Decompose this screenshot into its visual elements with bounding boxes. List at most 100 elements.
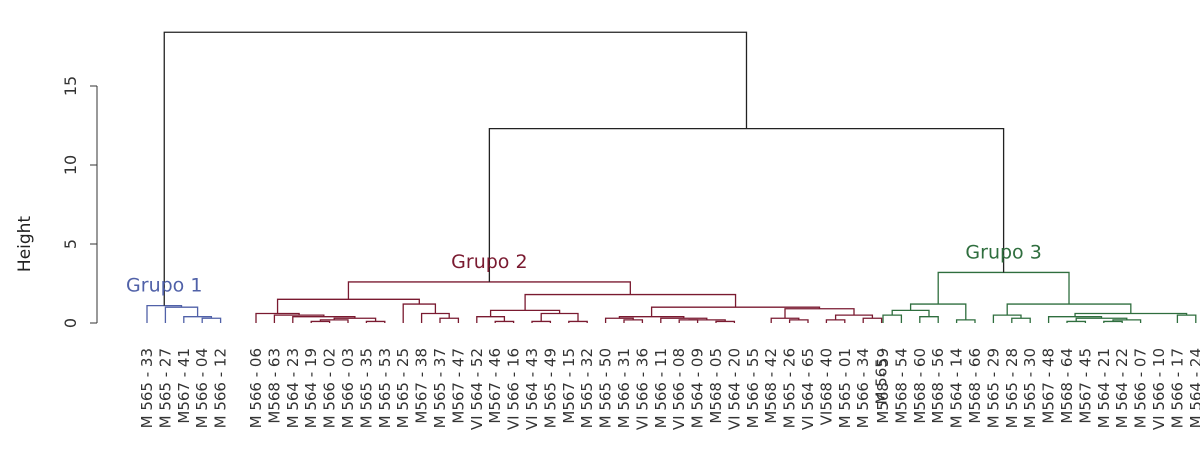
leaf-label: M568 - 42	[762, 348, 780, 424]
group-label: Grupo 1	[126, 275, 202, 297]
leaf-label: M567 - 47	[449, 348, 467, 424]
leaf-label: M 565 - 49	[541, 348, 559, 428]
leaf-label: M 566 - 17	[1168, 348, 1186, 428]
leaf-label: M 566 - 03	[339, 348, 357, 428]
leaf-label: M568 - 59	[874, 348, 892, 424]
leaf-label: M568 - 64	[1058, 348, 1076, 424]
leaf-label: M 565 - 37	[431, 348, 449, 428]
dendrogram-link	[163, 31, 748, 306]
leaf-label: M567 - 38	[413, 348, 431, 424]
dendrogram-link	[439, 317, 460, 323]
leaf-label: M 564 - 09	[689, 348, 707, 428]
leaf-label: M 565 - 26	[781, 348, 799, 428]
leaf-label: M 566 - 34	[854, 348, 872, 428]
dendrogram-link	[770, 317, 800, 323]
dendrogram-link	[788, 319, 809, 323]
dendrogram-link	[715, 320, 736, 323]
leaf-label: M 566 - 55	[744, 348, 762, 428]
y-axis-label: Height	[15, 216, 35, 273]
dendrogram-link	[623, 319, 644, 323]
group-labels: Grupo 1 Grupo 2 Grupo 3	[126, 241, 1042, 296]
dendrogram-link	[688, 319, 726, 322]
y-tick-label: 0	[61, 318, 80, 328]
leaf-label: M 566 - 04	[193, 348, 211, 428]
leaf-label: M 566 - 12	[212, 348, 230, 428]
dendrogram-link	[825, 319, 846, 323]
leaf-label: M 565 - 32	[578, 348, 596, 428]
leaf-label: VI 564 - 20	[725, 348, 743, 430]
leaf-label: M567 - 46	[486, 348, 504, 424]
leaf-label: M567 - 41	[175, 348, 193, 424]
leaf-label: VI 564 - 43	[523, 348, 541, 430]
leaf-label: M 565 - 01	[836, 348, 854, 428]
dendrogram-link	[834, 314, 874, 320]
leaf-label: M568 - 54	[892, 348, 910, 424]
dendrogram-link	[276, 298, 420, 314]
dendrogram-link	[1103, 320, 1123, 323]
dendrogram-link	[1011, 317, 1031, 323]
dendrogram-link	[1066, 320, 1087, 323]
y-tick-label: 10	[61, 155, 80, 175]
dendrogram-link	[937, 271, 1070, 305]
dendrogram-link	[524, 293, 737, 311]
leaf-label: M 566 - 06	[247, 348, 265, 428]
dendrogram-link	[540, 312, 579, 322]
leaf-label: M 565 - 27	[156, 348, 174, 428]
leaf-label: M567 - 48	[1040, 348, 1058, 424]
dendrogram-link	[568, 320, 588, 323]
dendrogram-link	[201, 317, 222, 323]
leaf-label: M 566 - 07	[1132, 348, 1150, 428]
leaf-label: M 564 - 23	[284, 348, 302, 428]
dendrogram-link	[604, 317, 634, 323]
leaf-label: M567 - 45	[1076, 348, 1094, 424]
leaf-label: M 565 - 30	[1021, 348, 1039, 428]
leaf-label: VI 566 - 36	[633, 348, 651, 430]
dendrogram-link	[164, 306, 199, 323]
leaf-label: M 565 - 29	[984, 348, 1002, 428]
leaf-label: M 565 - 50	[597, 348, 615, 428]
leaf-label: M 565 - 25	[394, 348, 412, 428]
dendrogram-link	[531, 320, 552, 323]
leaf-label: VI568 - 40	[817, 348, 835, 425]
leaf-label: M 564 - 19	[302, 348, 320, 428]
dendrogram-link	[310, 320, 331, 323]
dendrogram-link	[919, 316, 939, 323]
leaf-label: M 566 - 11	[652, 348, 670, 428]
group-label: Grupo 2	[451, 251, 527, 273]
dendrogram-link	[1176, 314, 1197, 323]
dendrogram-link	[955, 319, 976, 323]
dendrogram-link	[494, 320, 515, 323]
leaf-label: M 565 - 53	[376, 348, 394, 428]
leaf-label: M 564 - 14	[948, 348, 966, 428]
leaf-label: M 566 - 02	[321, 348, 339, 428]
y-tick-label: 5	[61, 239, 80, 249]
dendrogram-link	[347, 281, 631, 300]
leaf-label: M 565 -	[873, 348, 891, 405]
group-label: Grupo 3	[965, 241, 1041, 263]
dendrogram-link	[882, 314, 903, 323]
leaf-label: M567 - 15	[560, 348, 578, 424]
leaf-label: M 565 - 35	[357, 348, 375, 428]
dendrogram-link	[660, 317, 708, 323]
leaf-label: M568 - 63	[265, 348, 283, 424]
leaf-label: VI 564 - 65	[799, 348, 817, 430]
dendrogram-link	[488, 128, 1005, 282]
leaf-label: M 564 - 21	[1095, 348, 1113, 428]
leaf-label: M 565 - 33	[138, 348, 156, 428]
leaf-label: VI 566 - 16	[505, 348, 523, 430]
leaf-label: M568 - 66	[966, 348, 984, 424]
leaf-label: M 564 - 24	[1187, 348, 1200, 428]
dendrogram-link	[784, 308, 855, 319]
leaf-labels: M 565 - 33 M 565 - 27 M567 - 41 M 566 - 04 M…	[138, 348, 1200, 430]
leaf-label: M568 - 05	[707, 348, 725, 424]
leaf-label: VI 566 - 08	[670, 348, 688, 430]
dendrogram-links	[146, 31, 1197, 323]
y-tick-label: 15	[61, 76, 80, 96]
leaf-label: VI 564 - 52	[468, 348, 486, 430]
leaf-label: M 566 - 31	[615, 348, 633, 428]
leaf-label: M 565 - 28	[1003, 348, 1021, 428]
leaf-label: VI 566 - 10	[1150, 348, 1168, 430]
dendrogram-link	[365, 320, 386, 323]
dendrogram-link	[146, 304, 183, 323]
